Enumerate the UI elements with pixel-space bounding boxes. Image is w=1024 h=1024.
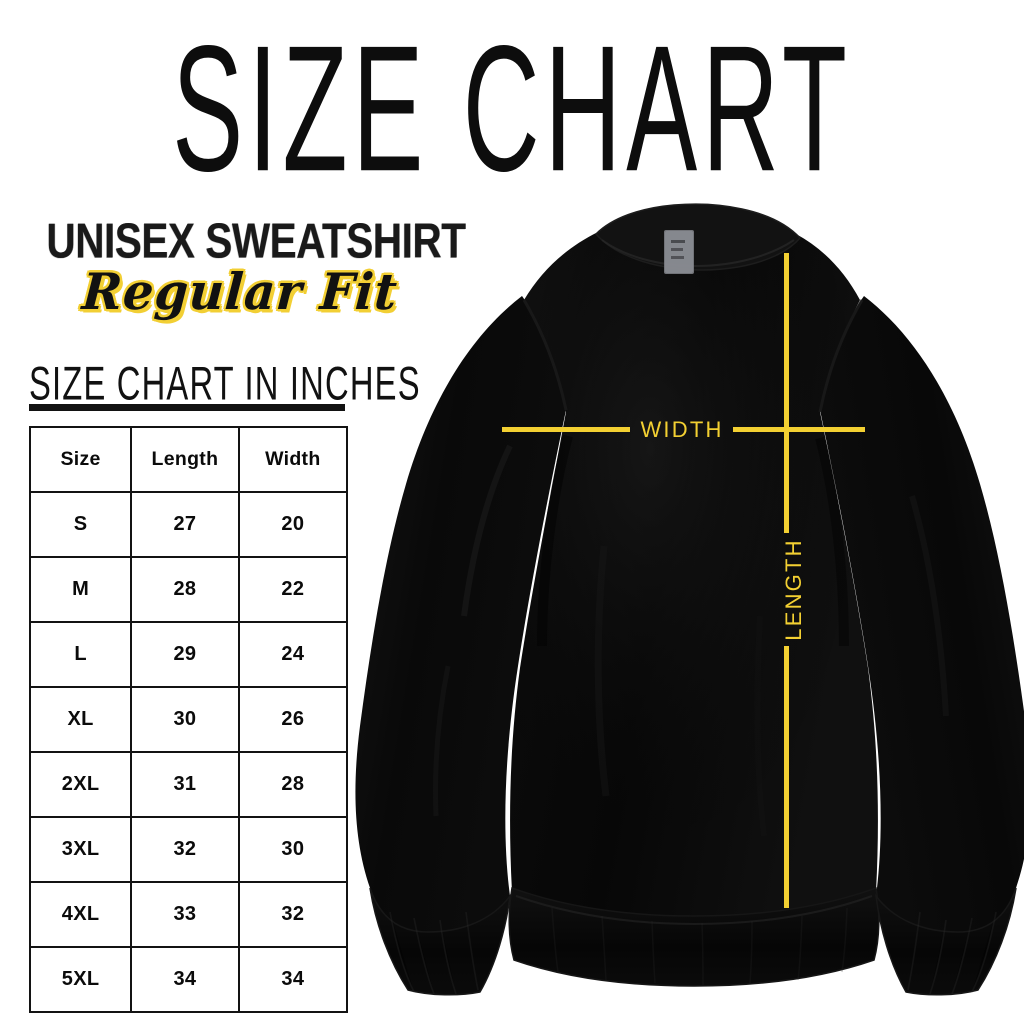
underarm-shadow-right xyxy=(815,436,849,647)
right-sleeve xyxy=(820,296,1024,932)
fold-left-arm-2 xyxy=(433,665,451,817)
left-sleeve xyxy=(355,296,566,932)
collar-seam xyxy=(601,239,795,268)
sweatshirt-graphic xyxy=(355,203,1024,996)
cell-width: 30 xyxy=(237,816,349,883)
length-guide-line-top xyxy=(784,253,789,533)
width-guide-line-left xyxy=(502,427,630,432)
underarm-shadow-left xyxy=(537,434,573,647)
right-cuff xyxy=(874,887,1017,996)
cell-size: XL xyxy=(28,686,133,753)
width-measurement-label: WIDTH xyxy=(640,417,724,442)
length-measurement-label: LENGTH xyxy=(781,538,806,641)
table-row: M 28 22 xyxy=(28,556,349,623)
cell-length: 31 xyxy=(130,751,240,818)
product-title: UNISEX SWEATSHIRT xyxy=(46,213,466,269)
fold-left-arm xyxy=(461,444,513,617)
cell-length: 34 xyxy=(130,946,240,1013)
left-shoulder-seam xyxy=(522,299,568,411)
waistband-seam xyxy=(515,895,873,926)
cell-size: 4XL xyxy=(28,881,133,948)
cell-width: 28 xyxy=(237,751,349,818)
fold-body-1 xyxy=(594,545,610,797)
cell-width: 24 xyxy=(237,621,349,688)
cell-width: 20 xyxy=(237,491,349,558)
cell-length: 29 xyxy=(130,621,240,688)
column-header-length: Length xyxy=(130,426,240,493)
table-row: XL 30 26 xyxy=(28,686,349,753)
left-cuff xyxy=(369,887,512,996)
width-guide-line-right xyxy=(733,427,865,432)
cell-length: 33 xyxy=(130,881,240,948)
cell-length: 28 xyxy=(130,556,240,623)
table-row: 4XL 33 32 xyxy=(28,881,349,948)
table-header-row: Size Length Width xyxy=(28,426,349,493)
column-header-size: Size xyxy=(28,426,133,493)
cell-length: 27 xyxy=(130,491,240,558)
table-row: 2XL 31 28 xyxy=(28,751,349,818)
table-row: S 27 20 xyxy=(28,491,349,558)
cell-width: 32 xyxy=(237,881,349,948)
cell-width: 26 xyxy=(237,686,349,753)
right-shoulder-seam xyxy=(818,299,864,413)
table-row: 3XL 32 30 xyxy=(28,816,349,883)
cell-size: S xyxy=(28,491,133,558)
size-table: Size Length Width S 27 20 M 28 22 L 29 2… xyxy=(28,426,349,1013)
cell-size: M xyxy=(28,556,133,623)
table-heading: SIZE CHART IN INCHES xyxy=(29,357,421,410)
table-row: 5XL 34 34 xyxy=(28,946,349,1013)
cell-size: 2XL xyxy=(28,751,133,818)
heading-underline xyxy=(29,404,345,411)
sweatshirt-illustration xyxy=(352,196,1024,996)
fold-right-arm xyxy=(909,495,949,717)
cell-length: 30 xyxy=(130,686,240,753)
cell-width: 34 xyxy=(237,946,349,1013)
cell-size: 5XL xyxy=(28,946,133,1013)
table-row: L 29 24 xyxy=(28,621,349,688)
cuff-rib-lines-left xyxy=(389,911,479,995)
waistband xyxy=(508,886,880,987)
cell-width: 22 xyxy=(237,556,349,623)
cell-length: 32 xyxy=(130,816,240,883)
neck-label xyxy=(664,230,694,274)
fold-body-2 xyxy=(754,615,767,837)
waistband-rib-lines xyxy=(551,907,848,986)
page-title: SIZE CHART xyxy=(172,8,852,210)
length-guide-line-bottom xyxy=(784,646,789,908)
cell-size: 3XL xyxy=(28,816,133,883)
column-header-width: Width xyxy=(237,426,349,493)
cuff-rib-lines-right xyxy=(907,911,997,995)
cell-size: L xyxy=(28,621,133,688)
